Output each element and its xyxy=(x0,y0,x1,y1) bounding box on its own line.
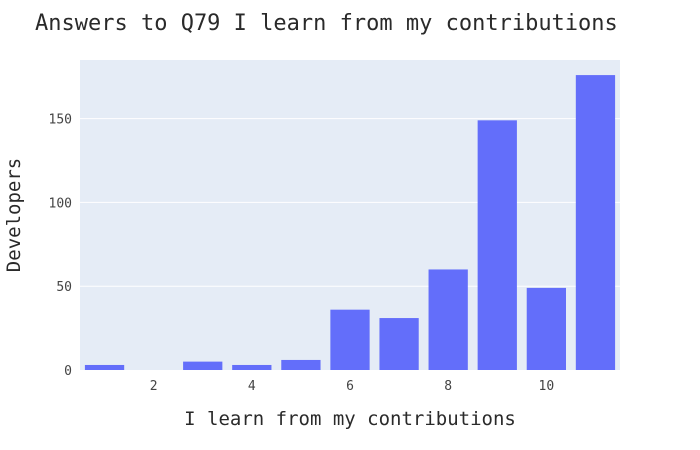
y-tick-label: 0 xyxy=(64,364,72,379)
x-tick-label: 4 xyxy=(248,379,256,394)
y-tick-label: 150 xyxy=(49,113,72,128)
x-tick-label: 8 xyxy=(444,379,452,394)
x-axis-title: I learn from my contributions xyxy=(184,408,516,430)
x-tick-label: 10 xyxy=(539,379,555,394)
x-tick-label: 6 xyxy=(346,379,354,394)
y-tick-label: 100 xyxy=(49,196,72,211)
bar-5 xyxy=(281,359,321,370)
x-ticks: 2 4 6 8 10 xyxy=(150,379,554,394)
bar-8 xyxy=(428,269,468,370)
y-tick-label: 50 xyxy=(56,280,72,295)
y-axis-title: Developers xyxy=(3,158,25,272)
bar-4 xyxy=(232,364,272,370)
bar-11 xyxy=(575,75,616,370)
x-tick-label: 2 xyxy=(150,379,158,394)
bar-3 xyxy=(183,361,223,370)
bar-1 xyxy=(84,364,125,370)
bar-7 xyxy=(379,318,419,370)
y-ticks: 0 50 100 150 xyxy=(49,113,72,379)
chart-title: Answers to Q79 I learn from my contribut… xyxy=(35,11,618,36)
bar-9 xyxy=(477,120,517,370)
bar-6 xyxy=(330,309,370,370)
gridlines xyxy=(80,118,620,287)
bars xyxy=(84,75,616,370)
bar-10 xyxy=(526,287,566,370)
